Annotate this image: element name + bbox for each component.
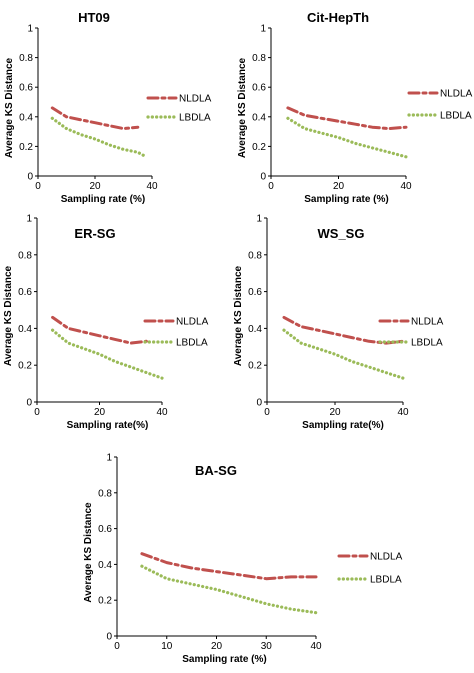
series-line-nldla: [286, 106, 408, 131]
x-tick-label: 40: [156, 407, 168, 418]
chart-title: BA-SG: [195, 463, 237, 478]
y-tick-label: 0: [260, 172, 266, 183]
series-line-lbdla: [286, 116, 408, 159]
y-tick-label: 1: [26, 214, 32, 225]
x-tick-label: 40: [146, 181, 158, 192]
series-line-nldla: [50, 106, 140, 131]
legend-label-lbdla: LBDLA: [179, 113, 211, 124]
x-tick-label: 20: [94, 407, 106, 418]
series-line-lbdla: [282, 328, 405, 380]
x-axis-label: Sampling rate(%): [67, 420, 149, 431]
y-axis-label: Average KS Distance: [233, 265, 244, 366]
x-tick-label: 40: [310, 641, 322, 652]
chart-title: HT09: [78, 10, 110, 25]
chart-title: WS_SG: [318, 226, 365, 241]
series-line-lbdla: [50, 328, 164, 380]
y-tick-label: 0.2: [252, 142, 266, 153]
y-tick-label: 0.6: [19, 83, 33, 94]
x-tick-label: 20: [333, 181, 345, 192]
x-tick-label: 10: [161, 641, 173, 652]
x-tick-label: 20: [89, 181, 101, 192]
legend-label-nldla: NLDLA: [179, 94, 212, 105]
legend-label-nldla: NLDLA: [176, 317, 209, 328]
y-tick-label: 0.2: [248, 361, 262, 372]
y-axis-label: Average KS Distance: [3, 265, 14, 366]
x-tick-label: 0: [35, 181, 41, 192]
legend-label-lbdla: LBDLA: [411, 338, 443, 349]
y-tick-label: 0: [106, 632, 112, 643]
y-tick-label: 1: [106, 453, 112, 464]
chart-title: Cit-HepTh: [307, 10, 369, 25]
x-tick-label: 0: [264, 407, 270, 418]
x-axis-label: Sampling rate (%): [61, 194, 145, 205]
legend-label-lbdla: LBDLA: [440, 111, 472, 122]
x-axis-label: Sampling rate (%): [182, 654, 266, 665]
y-tick-label: 0.8: [19, 53, 33, 64]
legend-label-lbdla: LBDLA: [176, 338, 208, 349]
legend-label-lbdla: LBDLA: [370, 575, 402, 586]
y-axis-label: Average KS Distance: [4, 57, 15, 158]
y-axis-label: Average KS Distance: [237, 57, 248, 158]
y-tick-label: 0.4: [19, 112, 33, 123]
y-tick-label: 0.2: [18, 361, 32, 372]
legend-label-nldla: NLDLA: [411, 317, 444, 328]
series-line-lbdla: [50, 116, 148, 159]
chart-panel-2: Cit-HepTh 0 0.2 0.4 0.6 0.8 1 0 20 40 Sampling rat…: [237, 10, 473, 205]
legend-label-nldla: NLDLA: [440, 89, 473, 100]
chart-panel-3: ER-SG 0 0.2 0.4 0.6 0.8 1 0 20 40 Sampling rate(%)…: [3, 214, 209, 432]
y-tick-label: 0.8: [98, 488, 112, 499]
x-tick-label: 0: [34, 407, 40, 418]
y-tick-label: 0.8: [252, 53, 266, 64]
x-tick-label: 20: [211, 641, 223, 652]
series-line-lbdla: [140, 564, 318, 615]
y-tick-label: 0: [26, 398, 32, 409]
x-tick-label: 40: [400, 181, 412, 192]
y-tick-label: 0.6: [248, 287, 262, 298]
chart-panel-4: WS_SG 0 0.2 0.4 0.6 0.8 1 0 20 40 Sampling rate(%)…: [233, 214, 444, 432]
x-axis-label: Sampling rate (%): [304, 194, 388, 205]
x-tick-label: 30: [261, 641, 273, 652]
x-tick-label: 0: [268, 181, 274, 192]
y-tick-label: 0.4: [248, 324, 262, 335]
x-tick-label: 40: [397, 407, 409, 418]
y-tick-label: 1: [260, 24, 266, 35]
series-line-nldla: [282, 315, 405, 345]
y-tick-label: 0: [27, 172, 33, 183]
y-tick-label: 0.4: [252, 112, 266, 123]
y-axis-label: Average KS Distance: [83, 502, 94, 603]
x-tick-label: 20: [329, 407, 341, 418]
legend-label-nldla: NLDLA: [370, 552, 403, 563]
y-tick-label: 0.4: [18, 324, 32, 335]
x-tick-label: 0: [114, 641, 120, 652]
y-tick-label: 0.4: [98, 560, 112, 571]
y-tick-label: 0.6: [18, 287, 32, 298]
y-tick-label: 1: [256, 214, 262, 225]
chart-title: ER-SG: [74, 226, 115, 241]
y-tick-label: 0.2: [19, 142, 33, 153]
x-axis-label: Sampling rate(%): [302, 420, 384, 431]
y-tick-label: 0.8: [248, 250, 262, 261]
y-tick-label: 0.6: [98, 524, 112, 535]
y-tick-label: 0.2: [98, 596, 112, 607]
y-tick-label: 0.8: [18, 250, 32, 261]
series-line-nldla: [140, 552, 318, 581]
series-line-nldla: [51, 315, 148, 345]
y-tick-label: 0.6: [252, 83, 266, 94]
y-tick-label: 0: [256, 398, 262, 409]
y-tick-label: 1: [27, 24, 33, 35]
